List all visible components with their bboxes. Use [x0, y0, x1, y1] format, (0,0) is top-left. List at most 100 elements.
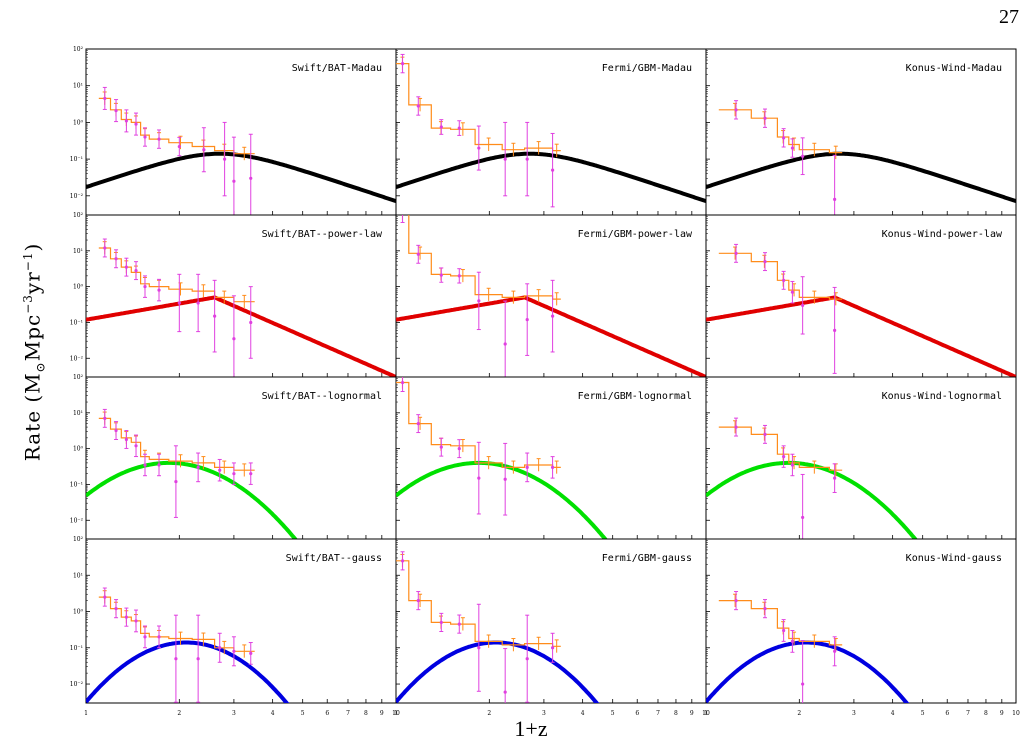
data-point: [763, 607, 767, 611]
data-point: [232, 179, 236, 183]
data-point: [143, 635, 147, 639]
data-point: [400, 380, 405, 385]
data-point: [103, 595, 107, 599]
y-tick-label: 10⁻¹: [70, 319, 83, 326]
data-point: [249, 320, 253, 325]
y-tick-label: 10⁻¹: [70, 481, 83, 488]
panel-title: Fermi/GBM-lognormal: [578, 391, 692, 402]
x-tick-label: 8: [674, 710, 678, 717]
data-point: [763, 116, 767, 120]
data-point: [734, 251, 738, 255]
panel-plot-area: [706, 591, 910, 703]
data-point: [103, 246, 107, 250]
data-point: [401, 215, 404, 216]
model-curve-lognormal: [396, 460, 608, 539]
model-curve-Madau: [396, 151, 706, 203]
x-tick-label: 2: [177, 710, 181, 717]
x-tick-label: 2: [487, 710, 491, 717]
data-point: [232, 649, 236, 653]
panel-fermi-gbm-gauss: 1 2 3 4 5 6 7 8 9 10 Fermi/GBM-gauss: [394, 538, 710, 717]
data-point: [790, 639, 795, 643]
data-point: [124, 615, 129, 619]
data-point: [734, 599, 738, 603]
x-tick-label: 7: [346, 710, 350, 717]
model-curve-power-law: [86, 295, 396, 377]
panel-title: Fermi/GBM-Madau: [602, 63, 692, 74]
x-tick-label: 1: [84, 710, 88, 717]
data-point: [457, 274, 461, 278]
data-point: [833, 649, 837, 653]
data-point: [157, 463, 161, 467]
histogram: [408, 215, 561, 300]
x-tick-label: 4: [271, 710, 275, 717]
y-tick-label: 10¹: [73, 83, 83, 90]
x-tick-label: 3: [232, 710, 236, 717]
data-point: [143, 285, 147, 289]
panel-plot-area: [86, 238, 396, 377]
data-point: [218, 468, 222, 472]
data-point: [763, 260, 767, 264]
data-point: [439, 445, 443, 449]
data-point: [790, 463, 795, 467]
data-point: [157, 137, 161, 141]
panel-swift-bat-madau: 10⁻² 10⁻¹ 10⁰ 10¹ 10² Swift/BAT-Madau: [70, 46, 397, 216]
panel-title: Fermi/GBM-gauss: [602, 553, 692, 564]
panel-plot-area: [86, 86, 396, 215]
x-tick-label: 1: [704, 710, 708, 717]
data-point: [439, 125, 443, 129]
data-point: [801, 154, 805, 158]
data-point: [400, 62, 405, 66]
data-point: [525, 318, 529, 322]
data-point: [416, 252, 420, 256]
histogram: [98, 247, 255, 303]
data-point: [525, 657, 529, 661]
panel-title: Konus-Wind-power-law: [882, 229, 1003, 240]
data-point: [174, 657, 178, 661]
model-curve-gauss: [86, 640, 290, 703]
data-point: [202, 148, 206, 152]
panel-title: Fermi/GBM-power-law: [578, 229, 693, 240]
x-tick-label: 9: [380, 710, 384, 717]
data-point: [196, 465, 200, 469]
data-point: [223, 157, 227, 161]
data-point: [550, 465, 555, 469]
model-curve-gauss: [396, 640, 600, 703]
data-point: [157, 288, 161, 292]
data-point: [103, 96, 107, 101]
data-point: [114, 257, 118, 261]
y-tick-label: 10⁻²: [70, 355, 84, 362]
y-tick-label: 10¹: [73, 572, 83, 579]
data-point: [782, 278, 786, 282]
histogram: [396, 63, 561, 152]
panel-title: Konus-Wind-lognormal: [882, 391, 1002, 402]
data-point: [400, 559, 405, 563]
data-point: [134, 122, 138, 126]
panel-konus-wind-gauss: 1 2 3 4 5 6 7 8 9 10 Konus-Wind-gauss: [704, 538, 1020, 717]
histogram: [98, 596, 255, 652]
histogram: [98, 97, 255, 155]
data-point: [503, 157, 507, 161]
data-point: [477, 146, 481, 150]
page-number: 27: [999, 6, 1019, 28]
histogram: [718, 109, 843, 154]
data-point: [525, 465, 529, 469]
data-point: [232, 472, 236, 476]
data-point: [124, 119, 129, 123]
data-point: [213, 314, 217, 318]
histogram: [718, 426, 843, 471]
model-curve-power-law: [706, 295, 1016, 377]
data-point: [833, 328, 837, 332]
x-tick-label: 8: [984, 710, 988, 717]
data-point: [143, 135, 147, 139]
panel-title: Konus-Wind-Madau: [906, 63, 1002, 74]
y-tick-label: 10⁻¹: [70, 645, 83, 652]
data-point: [734, 108, 738, 112]
data-point: [416, 599, 420, 603]
y-tick-label: 10⁻¹: [70, 156, 83, 163]
panel-plot-area: [396, 377, 608, 539]
x-tick-label: 7: [656, 710, 660, 717]
data-point: [134, 269, 138, 273]
panel-title: Swift/BAT--gauss: [286, 553, 382, 564]
data-point: [114, 607, 118, 611]
y-tick-label: 10²: [73, 374, 84, 381]
